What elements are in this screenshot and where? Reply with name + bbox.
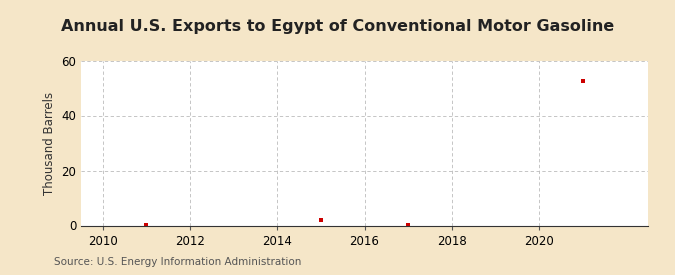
- Y-axis label: Thousand Barrels: Thousand Barrels: [43, 91, 56, 195]
- Text: Annual U.S. Exports to Egypt of Conventional Motor Gasoline: Annual U.S. Exports to Egypt of Conventi…: [61, 19, 614, 34]
- Text: Source: U.S. Energy Information Administration: Source: U.S. Energy Information Administ…: [54, 257, 301, 267]
